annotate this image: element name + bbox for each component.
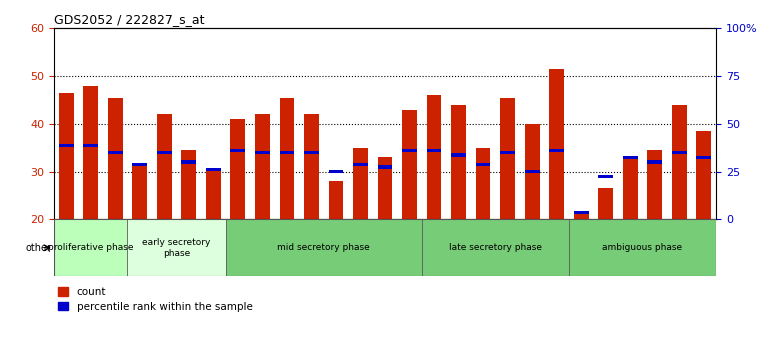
Bar <box>182 150 196 219</box>
Bar <box>574 212 588 219</box>
Bar <box>598 175 613 178</box>
Bar <box>108 98 122 219</box>
Bar <box>255 151 270 154</box>
Bar <box>255 114 270 219</box>
Bar <box>280 98 294 219</box>
Bar <box>329 181 343 219</box>
Bar <box>353 163 368 166</box>
Bar <box>451 153 466 156</box>
Bar <box>83 144 98 147</box>
Bar <box>157 114 172 219</box>
Bar <box>304 114 319 219</box>
Bar <box>182 160 196 164</box>
Text: other: other <box>25 243 52 253</box>
Bar <box>549 149 564 152</box>
Bar <box>697 131 711 219</box>
Bar <box>623 156 638 159</box>
Text: proliferative phase: proliferative phase <box>48 243 133 252</box>
Bar <box>59 144 73 147</box>
Bar <box>623 157 638 219</box>
Bar <box>500 98 515 219</box>
Bar <box>476 148 490 219</box>
Legend: count, percentile rank within the sample: count, percentile rank within the sample <box>54 283 257 316</box>
Bar <box>280 151 294 154</box>
Bar <box>648 160 662 164</box>
Bar <box>157 151 172 154</box>
Bar <box>672 151 687 154</box>
Bar <box>697 156 711 159</box>
Bar <box>377 165 393 169</box>
Bar <box>132 165 147 219</box>
Bar <box>402 149 417 152</box>
Bar <box>329 170 343 173</box>
Bar <box>83 86 98 219</box>
Bar <box>427 95 441 219</box>
FancyBboxPatch shape <box>128 219 226 276</box>
Text: ambiguous phase: ambiguous phase <box>602 243 682 252</box>
Text: late secretory phase: late secretory phase <box>449 243 542 252</box>
Bar <box>230 149 245 152</box>
Bar <box>549 69 564 219</box>
Bar <box>525 124 540 219</box>
Bar <box>648 150 662 219</box>
Bar <box>230 119 245 219</box>
Bar <box>451 105 466 219</box>
Bar <box>476 163 490 166</box>
Bar <box>108 151 122 154</box>
Bar <box>353 148 368 219</box>
FancyBboxPatch shape <box>226 219 422 276</box>
Bar <box>132 163 147 166</box>
Bar <box>525 170 540 173</box>
FancyBboxPatch shape <box>54 219 128 276</box>
Bar <box>427 149 441 152</box>
Bar <box>402 110 417 219</box>
Bar <box>206 168 221 171</box>
Bar <box>304 151 319 154</box>
FancyBboxPatch shape <box>569 219 716 276</box>
Bar <box>574 211 588 214</box>
Bar <box>206 169 221 219</box>
Text: early secretory
phase: early secretory phase <box>142 238 211 257</box>
Bar <box>59 93 73 219</box>
FancyBboxPatch shape <box>422 219 569 276</box>
Bar <box>377 157 393 219</box>
Bar <box>598 188 613 219</box>
Text: mid secretory phase: mid secretory phase <box>277 243 370 252</box>
Bar <box>500 151 515 154</box>
Text: GDS2052 / 222827_s_at: GDS2052 / 222827_s_at <box>54 13 204 26</box>
Bar <box>672 105 687 219</box>
